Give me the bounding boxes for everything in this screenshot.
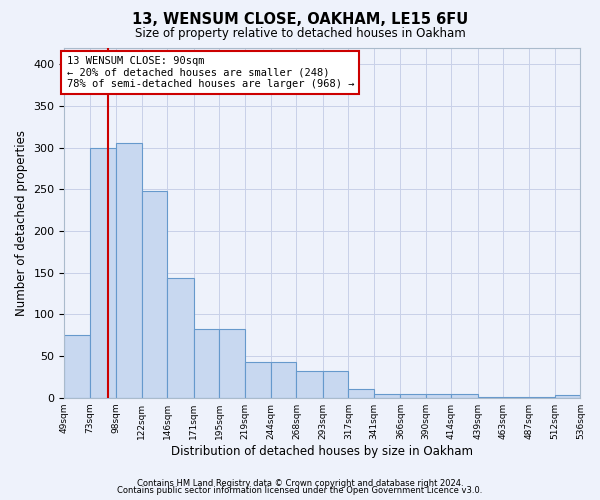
Bar (478, 397, 503, 398)
Bar (451, 394, 478, 398)
Bar (555, 395, 580, 398)
Text: Size of property relative to detached houses in Oakham: Size of property relative to detached ho… (134, 28, 466, 40)
Bar (271, 362, 296, 398)
Bar (142, 191, 167, 398)
Bar (296, 371, 323, 398)
Bar (167, 278, 194, 398)
Bar (426, 394, 451, 398)
Text: Contains public sector information licensed under the Open Government Licence v3: Contains public sector information licen… (118, 486, 482, 495)
Bar (503, 397, 529, 398)
Text: 13 WENSUM CLOSE: 90sqm
← 20% of detached houses are smaller (248)
78% of semi-de: 13 WENSUM CLOSE: 90sqm ← 20% of detached… (67, 56, 354, 89)
Bar (64, 335, 90, 398)
Text: 13, WENSUM CLOSE, OAKHAM, LE15 6FU: 13, WENSUM CLOSE, OAKHAM, LE15 6FU (132, 12, 468, 28)
Bar (219, 328, 245, 398)
Bar (400, 394, 426, 398)
Text: Contains HM Land Registry data © Crown copyright and database right 2024.: Contains HM Land Registry data © Crown c… (137, 478, 463, 488)
Y-axis label: Number of detached properties: Number of detached properties (15, 130, 28, 316)
Bar (245, 362, 271, 398)
Bar (349, 390, 374, 398)
Bar (194, 328, 219, 398)
X-axis label: Distribution of detached houses by size in Oakham: Distribution of detached houses by size … (172, 444, 473, 458)
Bar (90, 148, 116, 398)
Bar (529, 397, 555, 398)
Bar (116, 144, 142, 398)
Bar (323, 371, 349, 398)
Bar (374, 394, 400, 398)
